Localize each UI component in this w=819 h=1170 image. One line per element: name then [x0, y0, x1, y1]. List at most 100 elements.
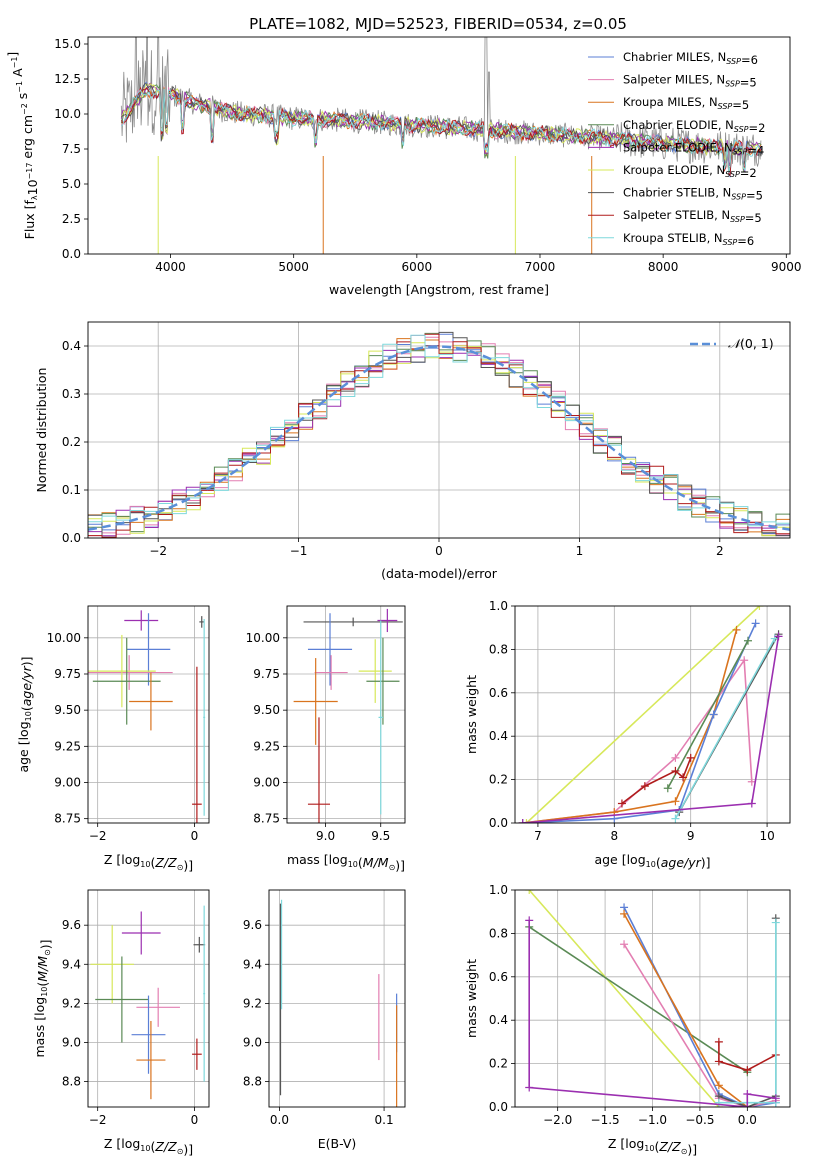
mass-x-label: mass [log10(M/M⊙)] — [287, 852, 405, 873]
mass_vs_Z-points — [90, 905, 206, 1100]
y-tick-label: 0.4 — [489, 729, 508, 743]
x-tick-label: 0 — [435, 544, 443, 558]
x-tick-label: −1.5 — [591, 1113, 620, 1127]
y-tick-label: 10.00 — [246, 631, 280, 645]
weight-line-5 — [718, 1041, 777, 1071]
massweight_vs_age-frame — [514, 605, 791, 824]
y-tick-label: 9.50 — [54, 703, 81, 717]
mass_vs_Z-axes: −2 0 8.8 9.0 9.2 9.4 9.6 — [62, 890, 209, 1127]
massweight_vs_Z-y-label: mass weight — [464, 959, 479, 1038]
weight-marker — [663, 784, 672, 793]
x-tick-label: 8 — [610, 829, 618, 843]
x-tick-label: 4000 — [155, 260, 186, 274]
x-tick-label: −2 — [89, 1113, 107, 1127]
x-axis-label: Z [log10(Z/Z⊙)] — [608, 1136, 697, 1157]
weight-line-1 — [528, 926, 748, 1073]
weight-marker — [709, 710, 718, 719]
spectrum-y-label: Flux [fλ10−17 erg cm−2 s−1 A−1] — [5, 52, 40, 240]
spectrum-axes: 4000 5000 6000 7000 8000 9000 0.0 2.5 5.0 7.5 10.0… — [54, 37, 801, 274]
massweight_vs_Z-lines — [525, 890, 780, 1107]
y-tick-label: 9.4 — [243, 957, 262, 971]
y-tick-label: 9.50 — [253, 703, 280, 717]
y-tick-label: 9.4 — [62, 957, 81, 971]
y-tick-label: 9.00 — [253, 775, 280, 789]
weight-marker — [525, 916, 534, 925]
weight-marker — [774, 632, 783, 641]
y-tick-label: 8.75 — [253, 812, 280, 826]
weight-marker — [743, 636, 752, 645]
weight-marker — [714, 1037, 723, 1046]
x-tick-label: −2 — [149, 544, 167, 558]
y-tick-label: 9.0 — [62, 1035, 81, 1049]
y-tick-label: 0.2 — [489, 1057, 508, 1071]
y-tick-label: 9.75 — [253, 667, 280, 681]
weight-marker — [522, 819, 531, 823]
x-tick-label: −1 — [290, 544, 308, 558]
y-tick-label: 9.0 — [243, 1035, 262, 1049]
y-tick-label: 9.6 — [62, 918, 81, 932]
y-tick-label: 0.2 — [489, 773, 508, 787]
legend-entry: Salpeter MILES, NSSP=5 — [623, 73, 757, 90]
weight-marker — [755, 606, 764, 610]
weight-age-x-label: age [log10(age/yr)] — [594, 852, 710, 870]
y-tick-label: 10.0 — [54, 107, 81, 121]
weight-line-0 — [525, 606, 760, 823]
y-tick-label: 10.00 — [47, 631, 81, 645]
x-axis-label: Z [log10(Z/Z⊙)] — [104, 852, 193, 873]
x-tick-label: 10 — [759, 829, 774, 843]
ebv-x-label: E(B-V) — [318, 1136, 357, 1151]
x-tick-label: 7000 — [525, 260, 556, 274]
y-tick-label: 9.75 — [54, 667, 81, 681]
weight-marker — [671, 814, 680, 823]
legend-entry: Salpeter ELODIE, NSSP=4 — [623, 140, 764, 157]
model-spectrum-4 — [120, 82, 762, 173]
weight-marker — [771, 918, 780, 927]
weight-marker — [714, 1057, 723, 1066]
spectrum-lines — [120, 37, 762, 254]
figure-title: PLATE=1082, MJD=52523, FIBERID=0534, z=0… — [249, 15, 627, 33]
legend-entry: Chabrier ELODIE, NSSP=2 — [623, 118, 765, 135]
y-tick-label: 9.6 — [243, 918, 262, 932]
legend-entry: Chabrier MILES, NSSP=6 — [623, 50, 758, 67]
y-tick-label: 12.5 — [54, 72, 81, 86]
weight-marker — [740, 656, 749, 665]
y-tick-label: 0.6 — [489, 970, 508, 984]
mass_vs_ebv-axes: 0.0 0.1 8.8 9.0 9.2 9.4 9.6 — [243, 890, 405, 1127]
age_vs_mass-frame — [286, 605, 406, 824]
y-tick-label: 0.4 — [489, 1013, 508, 1027]
weight-line-0 — [528, 890, 720, 1107]
weight-marker — [671, 753, 680, 762]
y-tick-label: 9.00 — [54, 775, 81, 789]
weight-marker — [747, 799, 756, 808]
legend-entry: Chabrier STELIB, NSSP=5 — [623, 186, 763, 203]
weight-marker — [525, 890, 534, 894]
y-tick-label: 8.8 — [62, 1075, 81, 1089]
x-axis-label: Z [log10(Z/Z⊙)] — [104, 1136, 193, 1157]
weight-marker — [732, 625, 741, 634]
y-tick-label: 0.0 — [62, 531, 81, 545]
weight-line-7 — [674, 638, 776, 820]
x-tick-label: 1 — [576, 544, 584, 558]
age_vs_Z-points — [88, 610, 206, 823]
model-spectrum-6 — [121, 83, 762, 174]
age_vs_Z-axes: −2 0 8.75 9.00 9.25 9.50 9.75 10.00 — [47, 606, 209, 843]
histogram-8 — [88, 334, 790, 530]
x-tick-label: 6000 — [402, 260, 433, 274]
weight-marker — [525, 1083, 534, 1092]
mass_vs_ebv-frame — [268, 889, 406, 1108]
legend-entry: Kroupa STELIB, NSSP=6 — [623, 231, 754, 248]
y-tick-label: 9.25 — [253, 739, 280, 753]
y-tick-label: 0.8 — [489, 642, 508, 656]
weight-marker — [751, 619, 760, 628]
x-tick-label: 0 — [191, 829, 199, 843]
y-tick-label: 0.0 — [489, 1100, 508, 1114]
x-tick-label: 5000 — [278, 260, 309, 274]
y-tick-label: 8.8 — [243, 1075, 262, 1089]
weight-marker — [671, 766, 680, 775]
massweight_vs_age-y-label: mass weight — [464, 675, 479, 754]
mass-y-label: mass [log10(M/M⊙)] — [32, 939, 53, 1057]
y-tick-label: 8.75 — [54, 812, 81, 826]
residuals-y-label: Normed distribution — [34, 368, 49, 493]
x-tick-label: 8000 — [648, 260, 679, 274]
